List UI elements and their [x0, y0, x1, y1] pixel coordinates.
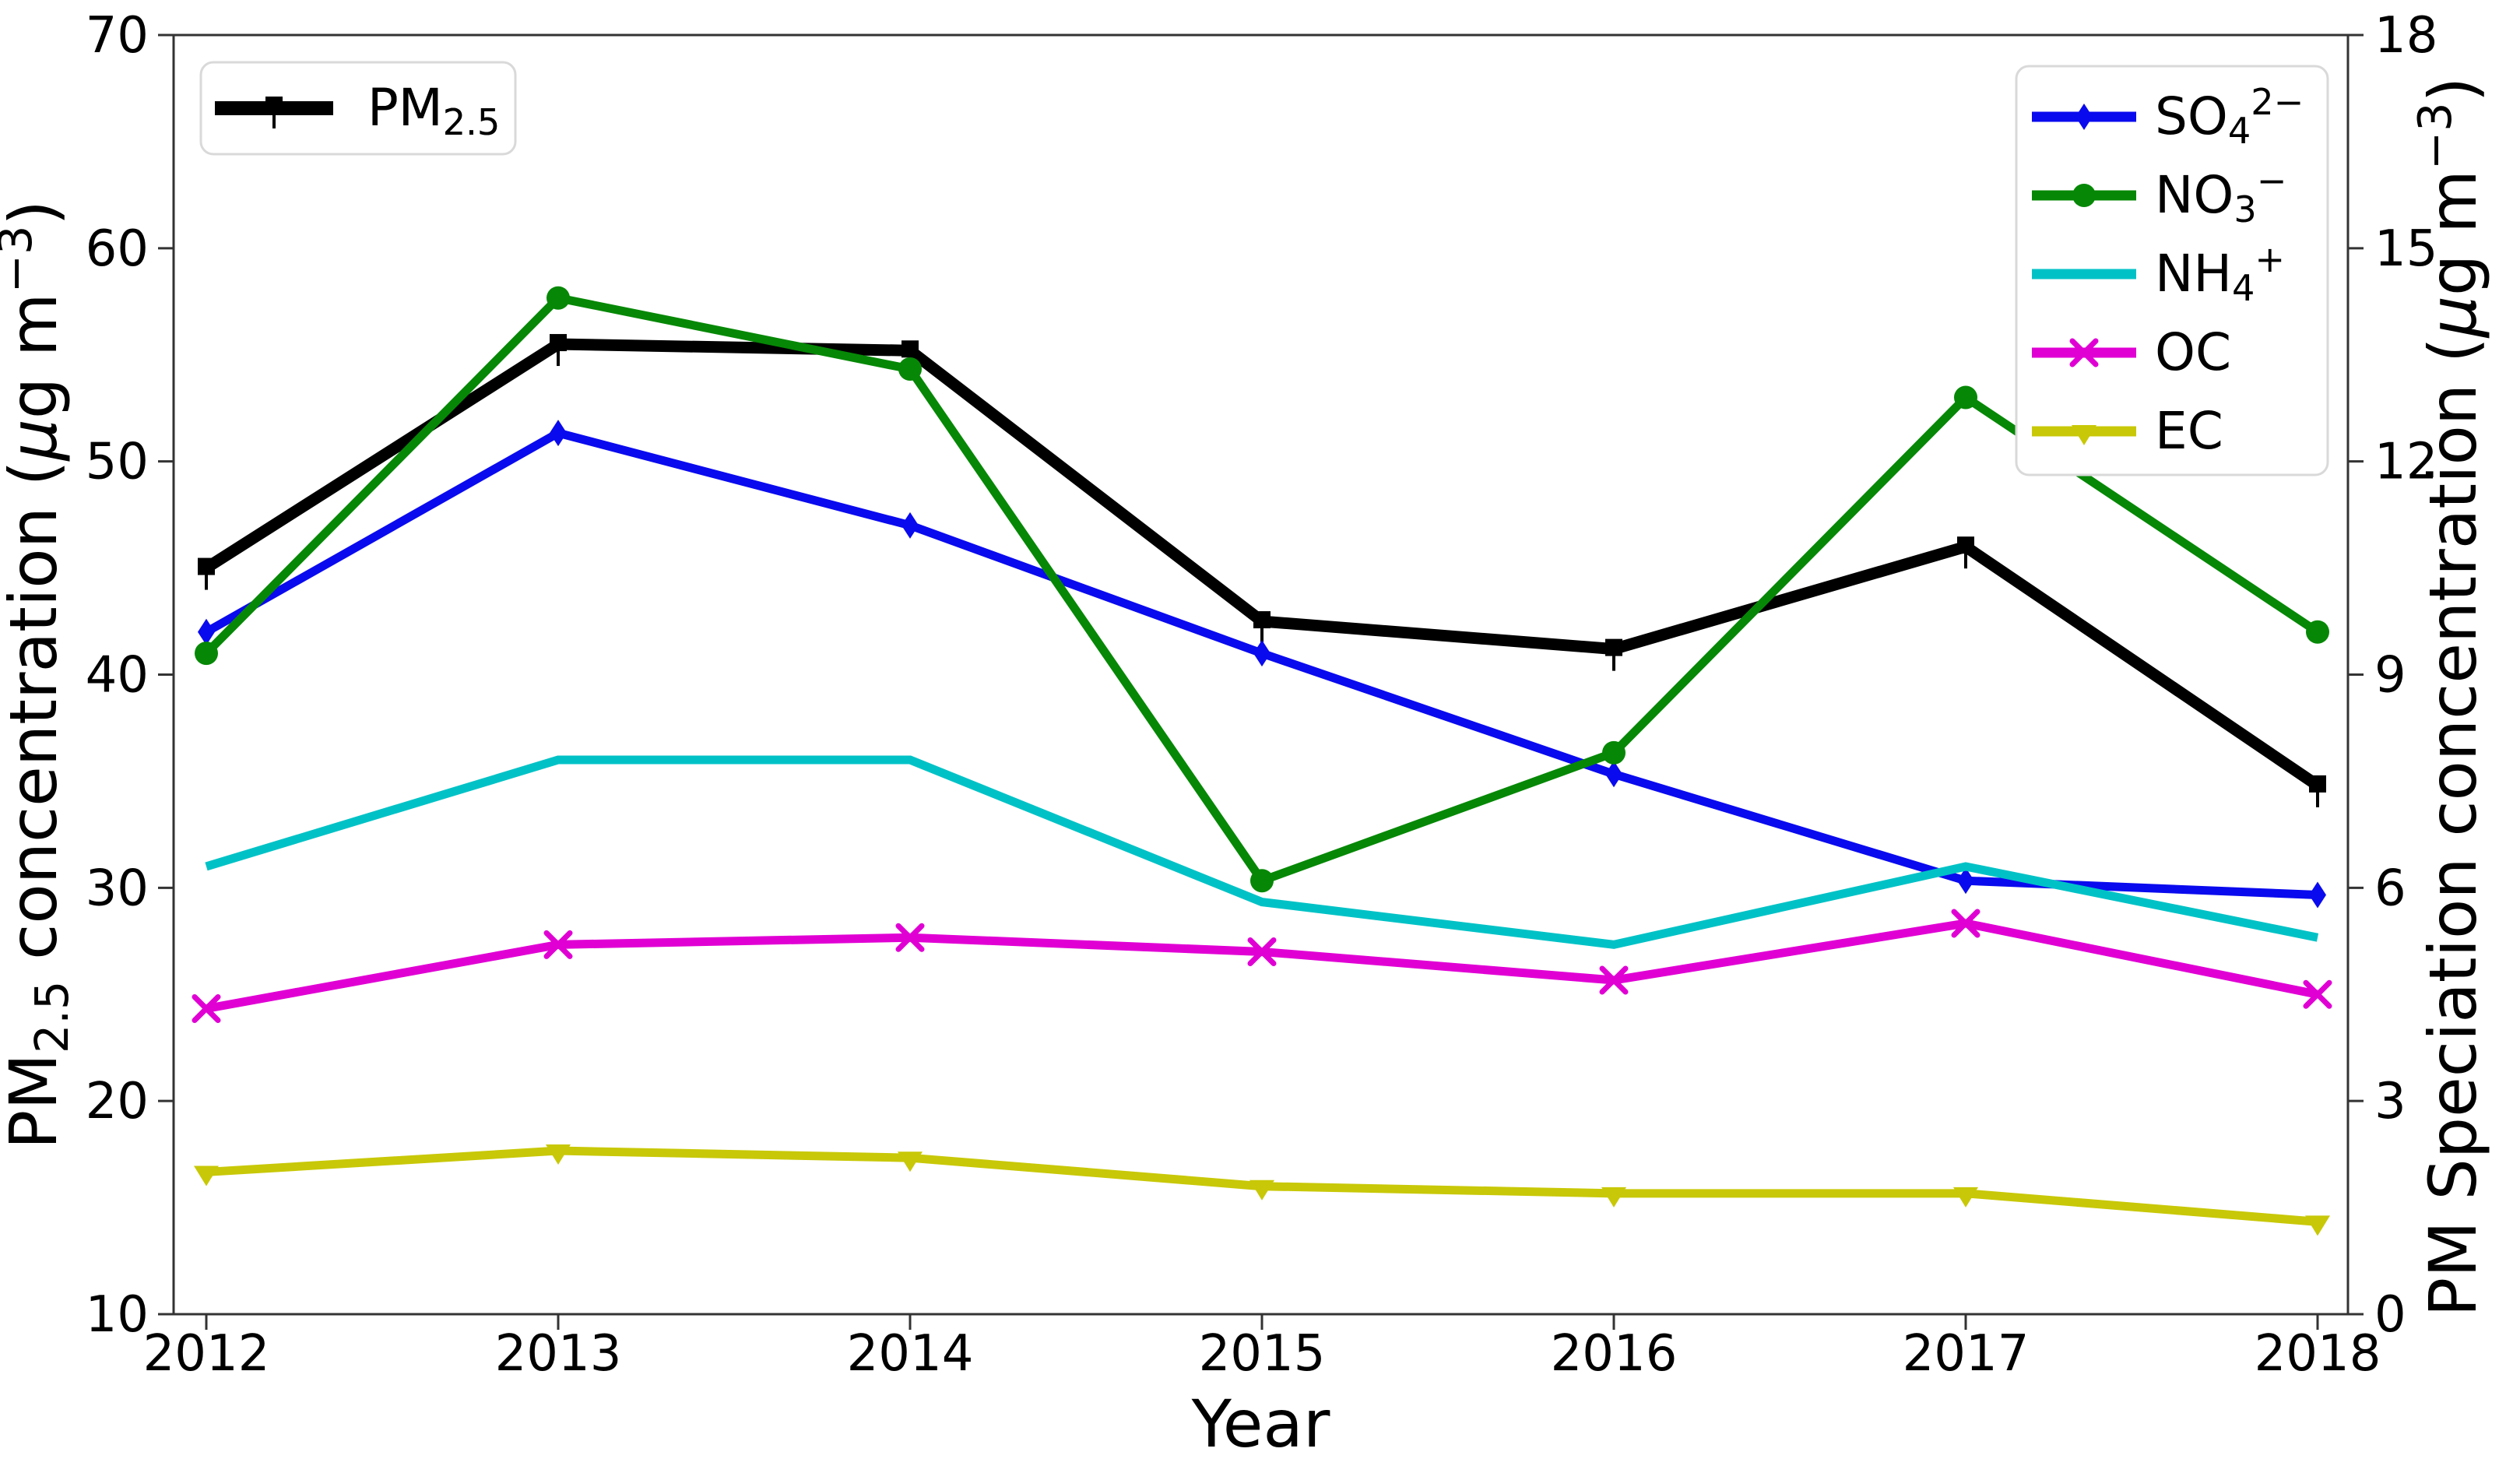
left-axis-title: PM2.5 concentration (μg m−3)	[0, 200, 79, 1149]
circle-marker	[1250, 869, 1274, 893]
x-tick-label-2018: 2018	[2255, 1325, 2381, 1383]
square-marker	[265, 97, 283, 114]
oc-legend-label: OC	[2155, 322, 2231, 382]
right-tick-label-18: 18	[2374, 7, 2437, 65]
diamond-marker	[550, 420, 567, 447]
right-axis-title: PM Speciation concentration (μg m−3)	[2408, 77, 2491, 1317]
diamond-marker	[2309, 881, 2326, 909]
circle-marker	[2072, 184, 2096, 207]
x-marker	[1951, 909, 1981, 938]
left-tick-label-30: 30	[86, 860, 149, 917]
right-tick-label-3: 3	[2374, 1073, 2406, 1130]
left-tick-label-20: 20	[86, 1073, 149, 1130]
pm25-legend-box	[199, 61, 517, 156]
circle-marker	[1602, 740, 1626, 765]
nh4-legend-label: NH4+	[2155, 238, 2285, 309]
square-marker	[550, 334, 567, 352]
pm25-line	[202, 338, 2321, 791]
circle-marker	[1954, 385, 1977, 410]
x-marker	[192, 994, 221, 1024]
so4-series	[198, 420, 2326, 909]
diamond-marker	[2075, 104, 2093, 130]
x-tick-label-2012: 2012	[143, 1325, 270, 1383]
pm25-legend-label: PM2.5	[367, 78, 500, 143]
diamond-marker	[198, 618, 215, 645]
left-tick-label-70: 70	[86, 7, 149, 65]
pm25-legend-label: PM2.5	[367, 78, 500, 143]
oc-series	[192, 909, 2332, 1024]
square-marker	[2309, 775, 2326, 793]
x-tick-label-2013: 2013	[495, 1325, 622, 1383]
triangle-down-marker	[1249, 1180, 1274, 1201]
no3-legend-label: NO3−	[2155, 160, 2286, 230]
x-marker	[1599, 965, 1629, 995]
ec-legend-label: EC	[2155, 401, 2223, 461]
circle-marker	[195, 642, 218, 666]
x-tick-label-2016: 2016	[1551, 1325, 1678, 1383]
speciation-legend-box	[2015, 65, 2329, 476]
left-tick-label-50: 50	[86, 434, 149, 491]
x-marker	[895, 923, 925, 952]
square-marker	[902, 340, 919, 358]
x-marker	[2069, 338, 2099, 367]
so4-legend-label: SO42−	[2155, 81, 2304, 152]
diamond-marker	[1253, 640, 1271, 667]
left-tick-label-10: 10	[86, 1286, 149, 1344]
x-marker	[543, 930, 573, 959]
left-tick-label-60: 60	[86, 220, 149, 278]
no3-series	[195, 286, 2329, 893]
circle-marker	[547, 286, 570, 310]
triangle-down-marker	[1953, 1187, 1978, 1208]
x-axis-title: Year	[1191, 1386, 1330, 1459]
diamond-marker	[902, 512, 919, 539]
right-tick-label-0: 0	[2374, 1286, 2406, 1344]
triangle-down-marker	[1601, 1187, 1626, 1208]
diamond-marker	[1605, 761, 1622, 788]
pm25-series	[198, 334, 2326, 807]
triangle-down-marker	[2305, 1215, 2330, 1236]
circle-marker	[2306, 620, 2329, 644]
x-tick-label-2015: 2015	[1199, 1325, 1326, 1383]
x-tick-label-2014: 2014	[847, 1325, 974, 1383]
square-marker	[1253, 611, 1271, 629]
right-tick-label-6: 6	[2374, 860, 2406, 917]
triangle-down-marker	[898, 1151, 923, 1172]
ec-series	[194, 1144, 2330, 1236]
nh4-line	[205, 755, 2319, 949]
diamond-marker	[1957, 867, 1974, 895]
triangle-down-marker	[194, 1165, 219, 1187]
left-tick-label-40: 40	[86, 647, 149, 705]
right-tick-label-15: 15	[2374, 220, 2437, 278]
no3-line	[203, 293, 2321, 886]
right-tick-label-9: 9	[2374, 647, 2406, 705]
circle-marker	[898, 357, 922, 381]
square-marker	[1605, 638, 1622, 656]
nh4-series	[205, 755, 2319, 949]
speciation-legend: SO42− NO3− NH4+ OC EC	[2015, 65, 2329, 476]
square-marker	[198, 557, 215, 575]
triangle-down-marker	[2072, 425, 2096, 445]
right-tick-label-12: 12	[2374, 434, 2437, 491]
x-tick-label-2017: 2017	[1903, 1325, 2030, 1383]
x-marker	[1247, 937, 1277, 966]
triangle-down-marker	[546, 1144, 571, 1165]
square-marker	[1957, 536, 1974, 554]
oc-line	[206, 919, 2319, 1013]
x-marker	[2303, 979, 2332, 1009]
